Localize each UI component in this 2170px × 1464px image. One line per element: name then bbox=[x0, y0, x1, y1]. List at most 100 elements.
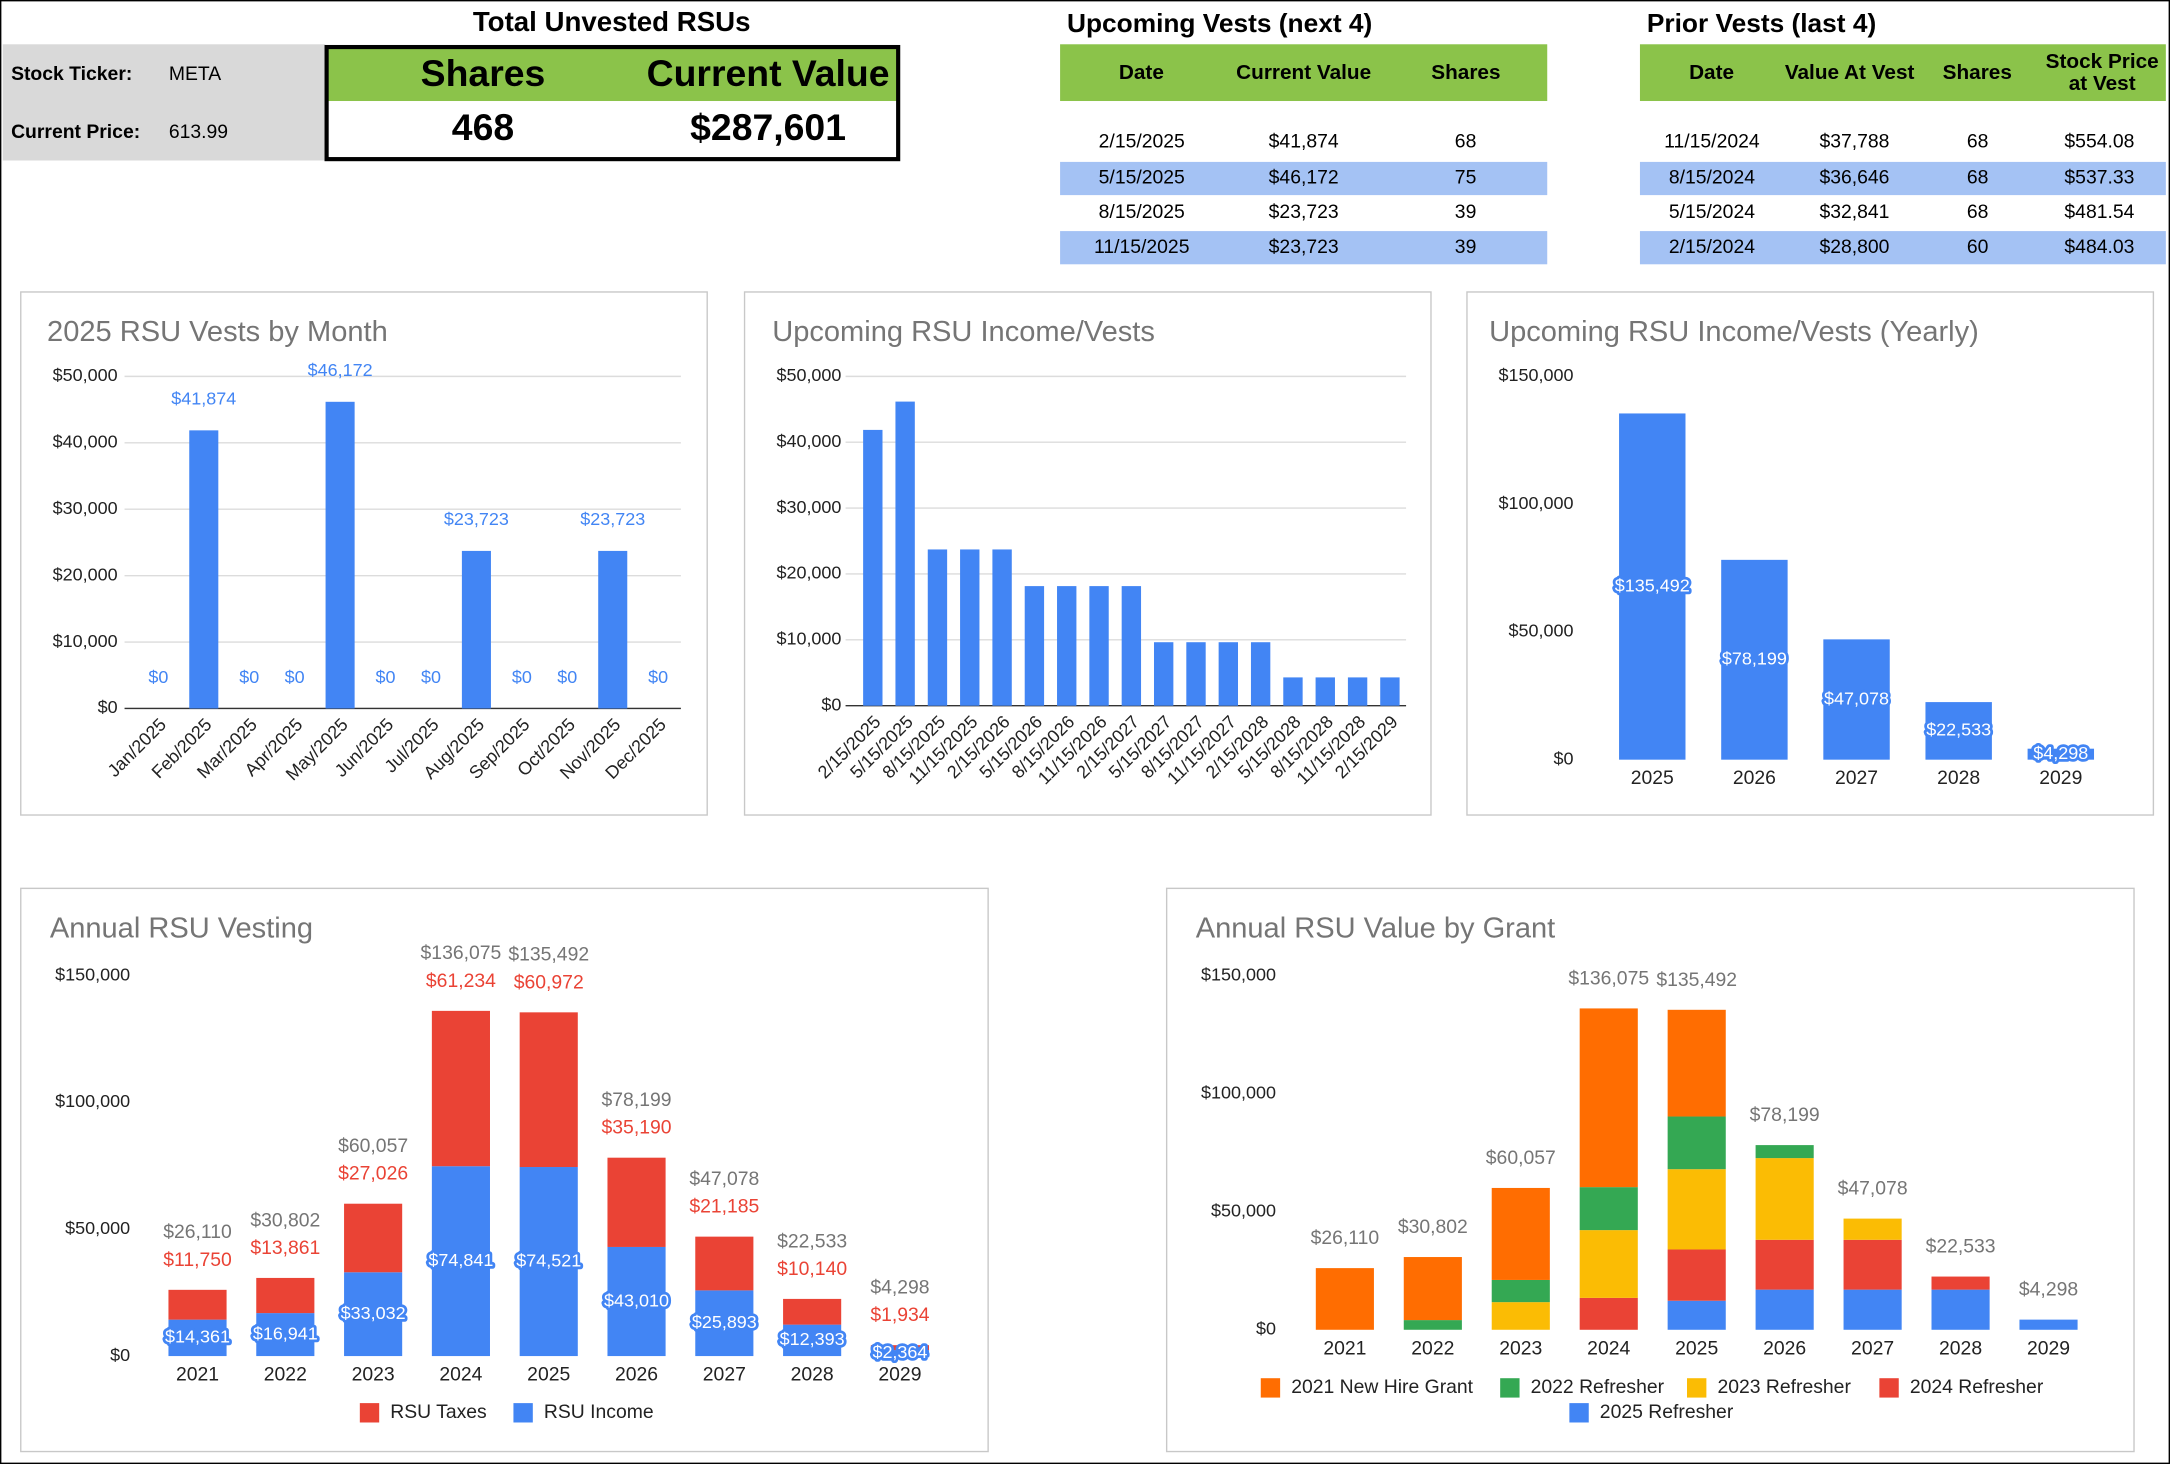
header-cell: Date bbox=[1119, 61, 1164, 83]
table-cell: $36,646 bbox=[1819, 167, 1889, 189]
bar bbox=[1153, 642, 1174, 706]
total-label: $60,057 bbox=[1486, 1147, 1556, 1169]
bar bbox=[1250, 642, 1271, 706]
row-band bbox=[1639, 161, 2166, 196]
value-label: $10,140 bbox=[777, 1258, 847, 1280]
bar bbox=[895, 401, 915, 706]
value-label: $23,723 bbox=[580, 509, 645, 529]
legend-label: 2023 Refresher bbox=[1717, 1376, 1851, 1398]
bar-segment bbox=[344, 1272, 403, 1357]
bar bbox=[1024, 586, 1045, 706]
x-tick-label: 2022 bbox=[1411, 1337, 1454, 1359]
x-tick-label: 2023 bbox=[1499, 1337, 1542, 1359]
x-tick-label: 2026 bbox=[1733, 767, 1776, 789]
bar bbox=[598, 550, 628, 709]
value-label: $74,841 bbox=[428, 1250, 493, 1270]
bar-segment bbox=[607, 1157, 666, 1247]
legend-swatch bbox=[513, 1403, 533, 1423]
row-band bbox=[1060, 161, 1548, 196]
x-tick-label: 2028 bbox=[1939, 1337, 1982, 1359]
table-cell: 68 bbox=[1967, 201, 1989, 223]
legend-label: 2022 Refresher bbox=[1531, 1376, 1665, 1398]
total-label: $136,075 bbox=[1568, 967, 1649, 989]
y-tick-label: $100,000 bbox=[55, 1091, 130, 1111]
total-label: $4,298 bbox=[870, 1277, 929, 1299]
bar-segment bbox=[1579, 1230, 1638, 1298]
value-label: $22,533 bbox=[1926, 720, 1991, 740]
value-label: $33,032 bbox=[341, 1303, 406, 1323]
total-label: $30,802 bbox=[250, 1209, 320, 1231]
bar-segment bbox=[1579, 1187, 1638, 1231]
bar-segment bbox=[1843, 1218, 1902, 1240]
bar-segment bbox=[1491, 1187, 1550, 1280]
x-tick-label: 2023 bbox=[352, 1364, 395, 1386]
total-label: $78,199 bbox=[1750, 1104, 1820, 1126]
bar bbox=[992, 549, 1012, 706]
total-label: $26,110 bbox=[1311, 1227, 1380, 1249]
bar-segment bbox=[2019, 1319, 2078, 1330]
table-header bbox=[1639, 44, 2166, 102]
field-label: Current Price: bbox=[11, 121, 140, 143]
y-tick-label: $30,000 bbox=[53, 498, 118, 518]
value-label: $4,298 bbox=[2033, 743, 2088, 763]
table-cell: 68 bbox=[1967, 131, 1989, 153]
value-label: $46,172 bbox=[308, 360, 373, 380]
value-label: $135,492 bbox=[1615, 575, 1690, 595]
y-tick-label: $30,000 bbox=[776, 497, 841, 517]
value-label: $0 bbox=[421, 667, 441, 687]
table-cell: 2/15/2024 bbox=[1669, 236, 1755, 258]
y-tick-label: $50,000 bbox=[65, 1218, 130, 1238]
table-cell: 68 bbox=[1455, 131, 1477, 153]
bar bbox=[1619, 413, 1686, 760]
y-tick-label: $0 bbox=[1554, 748, 1574, 768]
y-tick-label: $10,000 bbox=[776, 629, 841, 649]
header-cell: Value At Vest bbox=[1784, 60, 1915, 84]
header-cell: Current Value bbox=[1236, 61, 1371, 83]
y-tick-label: $100,000 bbox=[1499, 493, 1574, 513]
table-cell: $554.08 bbox=[2064, 131, 2134, 153]
y-tick-label: $0 bbox=[1256, 1319, 1276, 1339]
bar-segment bbox=[1579, 1297, 1638, 1330]
x-tick-label: 2029 bbox=[878, 1364, 921, 1386]
value-label: $47,078 bbox=[1824, 688, 1889, 708]
bar-segment bbox=[1843, 1289, 1902, 1330]
x-tick-label: 2022 bbox=[264, 1364, 307, 1386]
value-label: $12,393 bbox=[780, 1329, 845, 1349]
table-cell: 11/15/2025 bbox=[1094, 236, 1189, 258]
value-label: $0 bbox=[512, 667, 532, 687]
bar-segment bbox=[344, 1203, 403, 1273]
x-tick-label: 2021 bbox=[1323, 1337, 1366, 1359]
bar-segment bbox=[1403, 1257, 1462, 1321]
x-tick-label: 2027 bbox=[1835, 767, 1878, 789]
table-cell: $481.54 bbox=[2064, 201, 2134, 223]
bar-segment bbox=[1667, 1249, 1726, 1301]
y-tick-label: $150,000 bbox=[1201, 964, 1276, 984]
value-label: $0 bbox=[557, 667, 577, 687]
table-cell: 5/15/2024 bbox=[1669, 201, 1755, 223]
total-label: $30,802 bbox=[1398, 1216, 1468, 1238]
bar bbox=[461, 550, 491, 709]
bar bbox=[1721, 559, 1788, 760]
y-tick-label: $150,000 bbox=[1499, 365, 1574, 385]
y-tick-label: $50,000 bbox=[1509, 621, 1574, 641]
table-cell: 39 bbox=[1455, 236, 1477, 258]
y-tick-label: $20,000 bbox=[53, 564, 118, 584]
value-label: $74,521 bbox=[516, 1250, 581, 1270]
value-label: $23,723 bbox=[444, 509, 509, 529]
table-title: Upcoming Vests (next 4) bbox=[1067, 8, 1372, 38]
table-cell: $37,788 bbox=[1819, 131, 1889, 153]
bar-segment bbox=[1667, 1300, 1726, 1330]
total-label: $136,075 bbox=[421, 942, 502, 964]
header-text: Value At Vest bbox=[1784, 60, 1915, 84]
y-tick-label: $50,000 bbox=[1211, 1200, 1276, 1220]
bar-segment bbox=[256, 1277, 315, 1314]
value-label: $0 bbox=[148, 667, 168, 687]
legend-label: 2024 Refresher bbox=[1910, 1376, 2044, 1398]
total-label: $135,492 bbox=[1656, 969, 1737, 991]
legend-swatch bbox=[1500, 1378, 1520, 1398]
info-box bbox=[2, 44, 326, 161]
bar bbox=[2027, 748, 2095, 760]
legend-swatch bbox=[1260, 1378, 1281, 1398]
